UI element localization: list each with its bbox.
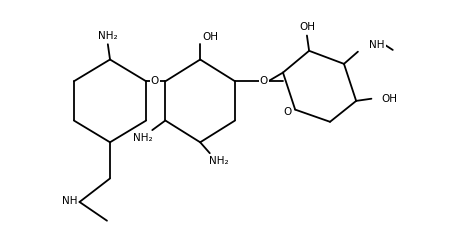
Text: O: O [150, 76, 158, 86]
Text: O: O [259, 76, 267, 86]
Text: OH: OH [381, 94, 397, 104]
Text: NH₂: NH₂ [132, 133, 152, 143]
Text: NH: NH [369, 40, 384, 50]
Text: OH: OH [298, 22, 314, 32]
Text: OH: OH [202, 32, 218, 42]
Text: NH: NH [62, 196, 77, 206]
Text: O: O [283, 107, 291, 117]
Text: NH₂: NH₂ [208, 156, 228, 166]
Text: NH₂: NH₂ [98, 31, 118, 40]
